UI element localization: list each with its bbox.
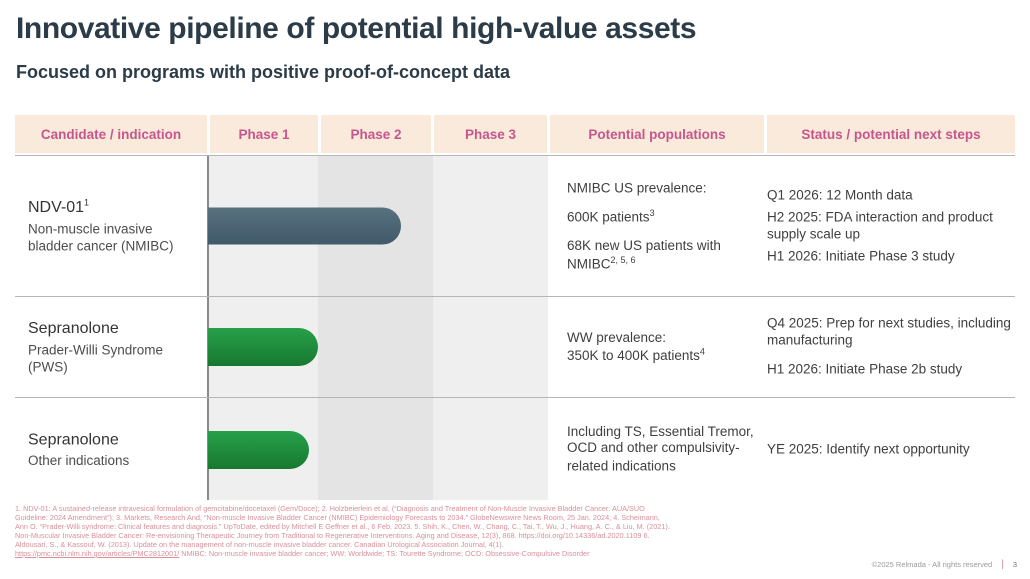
population-line: 68K new US patients with NMIBC bbox=[567, 237, 721, 272]
abbreviations-text: NMIBC: Non-muscle invasive bladder cance… bbox=[179, 549, 590, 558]
column-header-phase-3: Phase 3 bbox=[434, 115, 547, 153]
candidate-name: Sepranolone bbox=[28, 430, 200, 450]
candidate-cell: NDV-011 Non-muscle invasive bladder canc… bbox=[28, 197, 200, 254]
status-line: H2 2025: FDA interaction and product sup… bbox=[767, 209, 993, 241]
status-line: Q4 2025: Prep for next studies, includin… bbox=[767, 315, 1011, 348]
candidate-cell: Sepranolone Other indications bbox=[28, 430, 200, 470]
phase-3-column-band bbox=[433, 156, 548, 500]
candidate-indication: Other indications bbox=[28, 453, 130, 469]
candidate-name: NDV-011 bbox=[28, 197, 200, 217]
status-line: H1 2026: Initiate Phase 2b study bbox=[767, 361, 963, 377]
page-subtitle: Focused on programs with positive proof-… bbox=[16, 62, 511, 82]
candidate-name-text: Sepranolone bbox=[28, 319, 119, 337]
table-header-row: Candidate / indication Phase 1 Phase 2 P… bbox=[15, 115, 1015, 153]
candidate-cell: Sepranolone Prader-Willi Syndrome (PWS) bbox=[28, 318, 200, 375]
population-footnote-ref: 4 bbox=[699, 347, 705, 357]
status-cell: Q4 2025: Prep for next studies, includin… bbox=[767, 316, 1015, 379]
candidate-name-text: Sepranolone bbox=[28, 430, 119, 448]
candidate-footnote-ref: 1 bbox=[84, 197, 90, 208]
page-title: Innovative pipeline of potential high-va… bbox=[16, 12, 697, 45]
table-row-sepranolone-other: Sepranolone Other indications Including … bbox=[15, 398, 1015, 501]
population-line: 350K to 400K patients bbox=[567, 348, 700, 364]
footnote-line: 1. NDV-01: A sustained-release intravesi… bbox=[15, 504, 645, 513]
populations-cell: NMIBC US prevalence: 600K patients3 68K … bbox=[567, 179, 765, 273]
column-header-phase-2: Phase 2 bbox=[321, 115, 431, 153]
page-number: 3 bbox=[1012, 560, 1017, 569]
candidate-name-text: NDV-01 bbox=[28, 198, 85, 216]
footnote-line: https://pmc.ncbi.nlm.nih.gov/articles/PM… bbox=[15, 549, 1020, 558]
candidate-name: Sepranolone bbox=[28, 318, 200, 338]
candidate-indication: Non-muscle invasive bladder cancer (NMIB… bbox=[28, 220, 174, 254]
population-line: NMIBC US prevalence: bbox=[567, 180, 707, 196]
footer-separator: | bbox=[1001, 559, 1004, 570]
population-footnote-ref: 3 bbox=[649, 208, 655, 219]
population-footnote-ref: 2, 5, 6 bbox=[610, 254, 636, 265]
status-cell: YE 2025: Identify next opportunity bbox=[767, 441, 1015, 458]
phase-progress-bar bbox=[208, 430, 309, 469]
footer-copyright: ©2025 Relmada - All rights reserved | 3 bbox=[872, 559, 1017, 570]
column-header-status: Status / potential next steps bbox=[767, 115, 1015, 153]
footnote-line: Aldousari, S., & Kassouf, W. (2013). Upd… bbox=[15, 540, 504, 549]
table-body: NDV-011 Non-muscle invasive bladder canc… bbox=[15, 155, 1015, 500]
pipeline-table: Candidate / indication Phase 1 Phase 2 P… bbox=[15, 115, 1015, 500]
phase-progress-bar bbox=[208, 328, 318, 366]
populations-cell: Including TS, Essential Tremor, OCD and … bbox=[567, 423, 765, 475]
copyright-text: ©2025 Relmada - All rights reserved bbox=[871, 560, 993, 569]
table-row-ndv-01: NDV-011 Non-muscle invasive bladder canc… bbox=[15, 156, 1015, 297]
population-line: 600K patients bbox=[567, 209, 650, 225]
column-header-candidate: Candidate / indication bbox=[15, 115, 207, 153]
populations-cell: WW prevalence: 350K to 400K patients4 bbox=[567, 329, 765, 366]
status-line: YE 2025: Identify next opportunity bbox=[767, 441, 970, 457]
status-cell: Q1 2026: 12 Month data H2 2025: FDA inte… bbox=[767, 187, 1015, 265]
column-header-phase-1: Phase 1 bbox=[210, 115, 318, 153]
status-line: Q1 2026: 12 Month data bbox=[767, 187, 913, 203]
column-header-populations: Potential populations bbox=[550, 115, 764, 153]
population-line: Including TS, Essential Tremor, OCD and … bbox=[567, 423, 754, 474]
table-row-sepranolone-pws: Sepranolone Prader-Willi Syndrome (PWS) … bbox=[15, 297, 1015, 398]
footnotes-block: 1. NDV-01: A sustained-release intravesi… bbox=[15, 504, 1020, 558]
footnote-line: Guideline: 2024 Amendment”); 3. Markets,… bbox=[15, 513, 660, 522]
status-line: H1 2026: Initiate Phase 3 study bbox=[767, 247, 955, 263]
footnote-line: Non-Muscular Invasive Bladder Cancer: Re… bbox=[15, 531, 650, 540]
pmc-article-link[interactable]: https://pmc.ncbi.nlm.nih.gov/articles/PM… bbox=[15, 549, 180, 558]
candidate-indication: Prader-Willi Syndrome (PWS) bbox=[28, 341, 164, 375]
phase-progress-bar bbox=[208, 207, 401, 245]
footnote-line: Ann O. “Prader-Willi syndrome: Clinical … bbox=[15, 522, 670, 531]
population-line: WW prevalence: bbox=[567, 330, 667, 346]
